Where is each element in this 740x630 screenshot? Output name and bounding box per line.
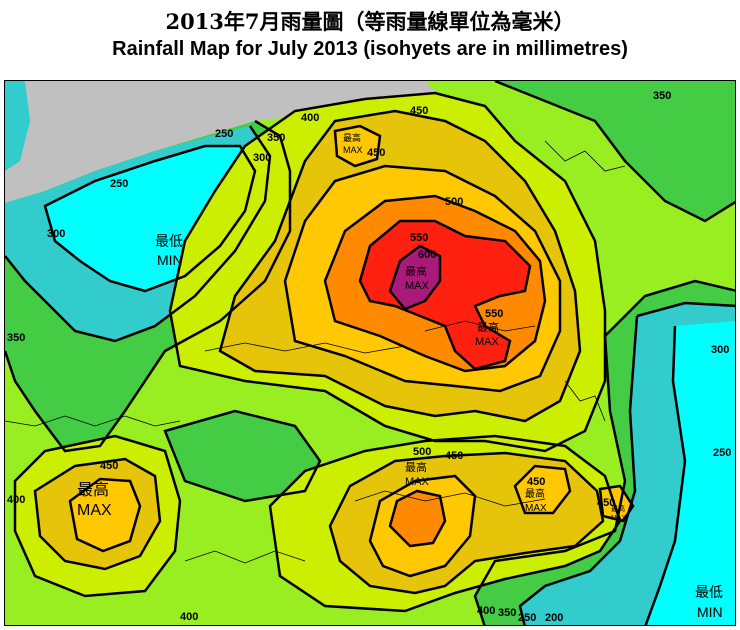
isohyet-label: 300: [711, 344, 729, 356]
max-label-zh: 最高: [77, 480, 109, 499]
isohyet-label: 350: [267, 132, 285, 144]
isohyet-label: 500: [413, 446, 431, 458]
min-label-zh: 最低: [695, 585, 723, 601]
isohyet-label: 400: [301, 112, 319, 124]
isohyet-label: 400: [477, 605, 495, 617]
max-label-zh: 最高: [343, 132, 361, 144]
title-english: Rainfall Map for July 2013 (isohyets are…: [112, 38, 628, 60]
isohyet-label: 450: [100, 460, 118, 472]
band-250-300-w: [165, 411, 320, 501]
band-450-500-se: [515, 466, 570, 513]
rainfall-map: 250 250 250 300 300 300 350 350 350 350 …: [4, 80, 736, 626]
isohyet-label: 450: [410, 105, 428, 117]
isohyet-label: 450: [367, 147, 385, 159]
band-450-500-west: [70, 479, 140, 551]
isohyet-label: 550: [485, 308, 503, 320]
isohyet-label: 250: [518, 612, 536, 624]
max-label-zh: 最高: [405, 264, 427, 278]
band-gt600: [390, 246, 440, 309]
title-chinese: 2013年7月雨量圖（等雨量線單位為毫米）: [165, 9, 575, 34]
isohyet-label: 250: [110, 178, 128, 190]
isohyet-label: 300: [253, 152, 271, 164]
max-label-en: MAX: [343, 145, 363, 155]
isohyet-label: 400: [7, 494, 25, 506]
isohyet-label: 400: [180, 611, 198, 623]
isohyet-lines: [5, 81, 735, 625]
isohyet-label: 350: [498, 607, 516, 619]
max-label-en: MAX: [475, 336, 500, 348]
isohyet-label: 500: [445, 196, 463, 208]
max-label-en: MAX: [405, 476, 430, 488]
band-200-250-nw: [5, 81, 30, 171]
isohyet-labels: 250 250 250 300 300 300 350 350 350 350 …: [7, 90, 731, 624]
max-label-en: MAX: [77, 502, 112, 519]
coastlines: [5, 140, 626, 564]
max-label-en: MAX: [405, 280, 430, 292]
isohyet-label: 450: [527, 476, 545, 488]
isohyet-label: 450: [597, 497, 615, 509]
isohyet-label: 550: [410, 232, 428, 244]
max-label-en: MAX: [525, 503, 547, 514]
max-label-zh: 最高: [611, 504, 625, 513]
band-500-550-south: [390, 491, 445, 546]
min-label-en: MIN: [157, 252, 183, 268]
isohyet-label: 600: [418, 249, 436, 261]
band-250-300-ne: [495, 81, 735, 221]
max-label-zh: 最高: [405, 460, 427, 474]
max-label-zh: 最高: [525, 487, 545, 500]
isohyet-label: 200: [545, 612, 563, 624]
min-label-en: MIN: [697, 604, 723, 620]
isohyet-label: 450: [445, 450, 463, 462]
max-label-zh: 最高: [477, 320, 499, 334]
band-450-500-north: [335, 126, 380, 166]
band-lt200-se: [645, 321, 735, 625]
extreme-markers: 最高 MAX 最高 MAX 最高 MAX 最高 MAX 最高 MAX 最高 MA…: [77, 132, 723, 620]
isohyet-label: 350: [653, 90, 671, 102]
min-label-zh: 最低: [155, 234, 183, 250]
isohyet-label: 250: [713, 447, 731, 459]
isohyet-label: 300: [47, 228, 65, 240]
isohyet-label: 350: [7, 332, 25, 344]
max-label-en: MAX: [611, 515, 627, 522]
isohyet-label: 250: [215, 128, 233, 140]
